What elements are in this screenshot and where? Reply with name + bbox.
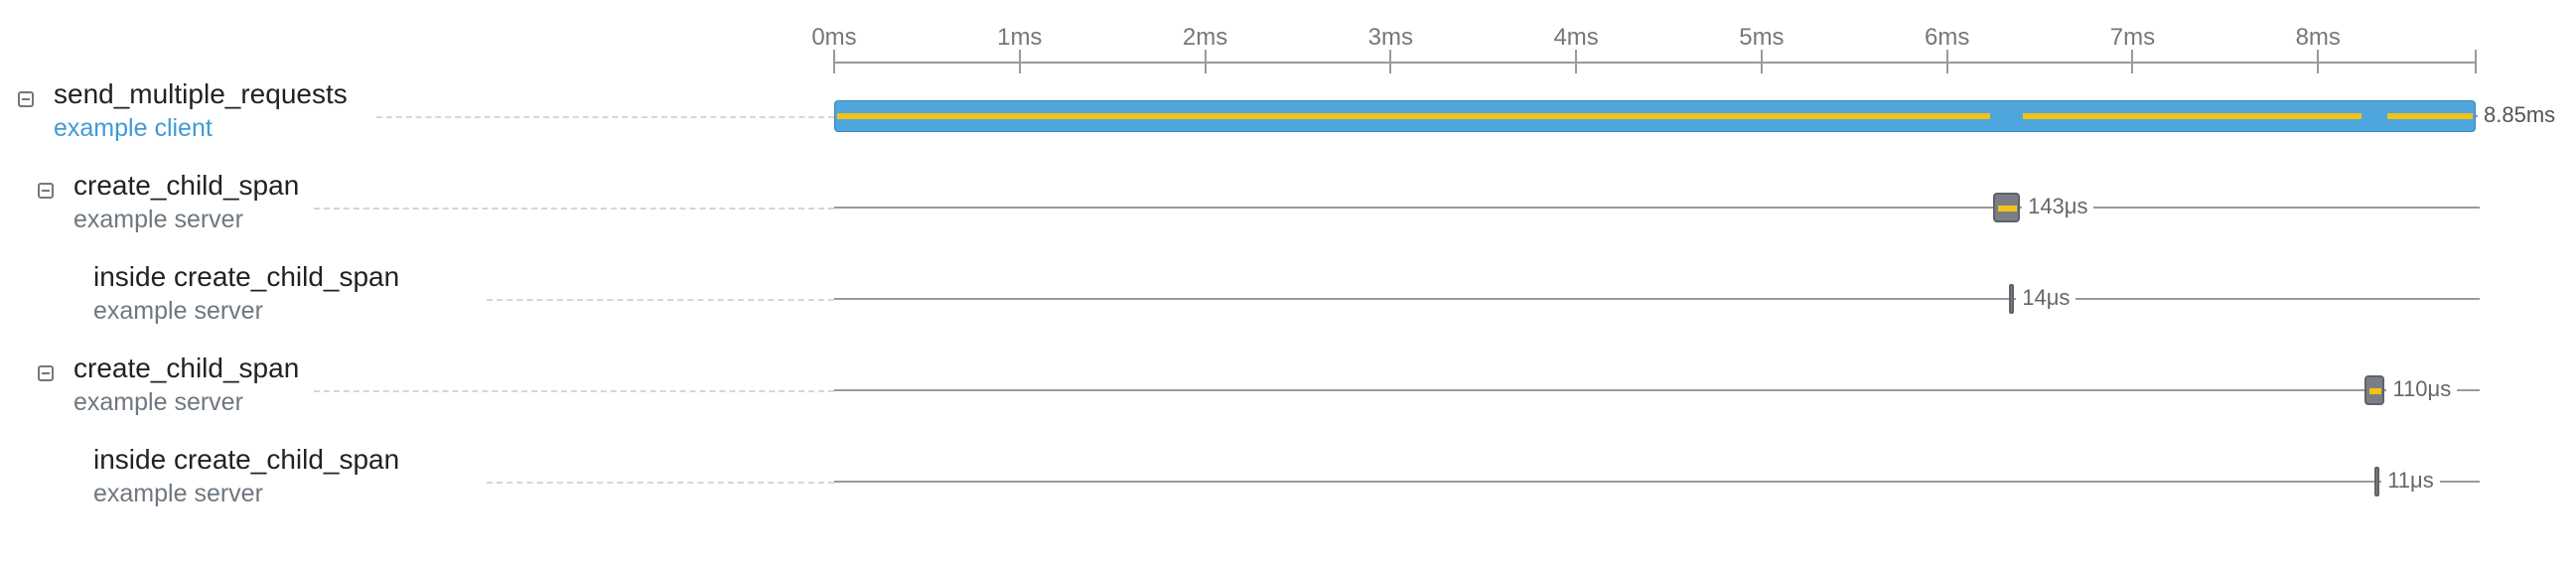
axis-tick-mark: [2131, 50, 2134, 73]
axis-tick-mark: [1389, 50, 1392, 73]
span-name: inside create_child_span: [93, 261, 400, 292]
axis-tick-mark: [1018, 50, 1021, 73]
self-time-segment: [1998, 206, 2018, 212]
row-track: [834, 298, 2480, 300]
axis-tick-label: 8ms: [2295, 24, 2341, 51]
axis-end-tick: [2475, 50, 2477, 73]
service-name: example server: [73, 388, 243, 416]
axis-line: [834, 62, 2476, 64]
collapse-toggle-icon[interactable]: [38, 365, 54, 381]
duration-label: 11μs: [2381, 468, 2440, 494]
span-bar[interactable]: [2363, 375, 2385, 405]
service-name: example server: [93, 480, 263, 507]
axis-tick-mark: [1945, 50, 1948, 73]
axis-tick-mark: [1760, 50, 1763, 73]
axis-tick-mark: [1204, 50, 1207, 73]
span-bar-root[interactable]: [834, 100, 2476, 132]
self-time-segment: [2368, 388, 2382, 394]
span-name: send_multiple_requests: [54, 78, 348, 109]
span-bar[interactable]: [2009, 284, 2015, 314]
axis-tick-label: 6ms: [1925, 24, 1970, 51]
axis-tick-label: 7ms: [2109, 24, 2156, 51]
service-name: example server: [73, 206, 243, 233]
duration-label: 110μs: [2386, 376, 2458, 402]
service-name: example client: [54, 114, 213, 142]
axis-tick-label: 3ms: [1367, 24, 1413, 51]
span-bar[interactable]: [1993, 193, 2021, 222]
row-leader: [314, 390, 834, 392]
row-track: [834, 389, 2480, 391]
row-track: [834, 207, 2480, 209]
span-bar[interactable]: [2374, 467, 2380, 497]
axis-tick-mark: [833, 50, 835, 73]
row-leader: [487, 482, 834, 484]
axis-tick-mark: [1575, 50, 1578, 73]
axis-tick-label: 1ms: [997, 24, 1043, 51]
self-time-segment: [2022, 113, 2361, 119]
self-time-segment: [2387, 113, 2473, 119]
span-name: create_child_span: [73, 170, 300, 201]
span-name: create_child_span: [73, 353, 300, 383]
self-time-segment: [837, 113, 1991, 119]
span-name: inside create_child_span: [93, 444, 400, 475]
duration-label: 143μs: [2022, 194, 2094, 219]
axis-tick-mark: [2317, 50, 2320, 73]
collapse-toggle-icon[interactable]: [38, 183, 54, 199]
duration-label: 8.85ms: [2478, 102, 2562, 128]
service-name: example server: [93, 297, 263, 325]
axis-tick-label: 5ms: [1739, 24, 1785, 51]
collapse-toggle-icon[interactable]: [18, 91, 34, 107]
row-leader: [376, 116, 834, 118]
row-track: [834, 481, 2480, 483]
row-leader: [487, 299, 834, 301]
axis-tick-label: 2ms: [1182, 24, 1228, 51]
axis-tick-label: 4ms: [1553, 24, 1599, 51]
row-leader: [314, 208, 834, 210]
duration-label: 14μs: [2016, 285, 2076, 311]
axis-tick-label: 0ms: [811, 24, 857, 51]
